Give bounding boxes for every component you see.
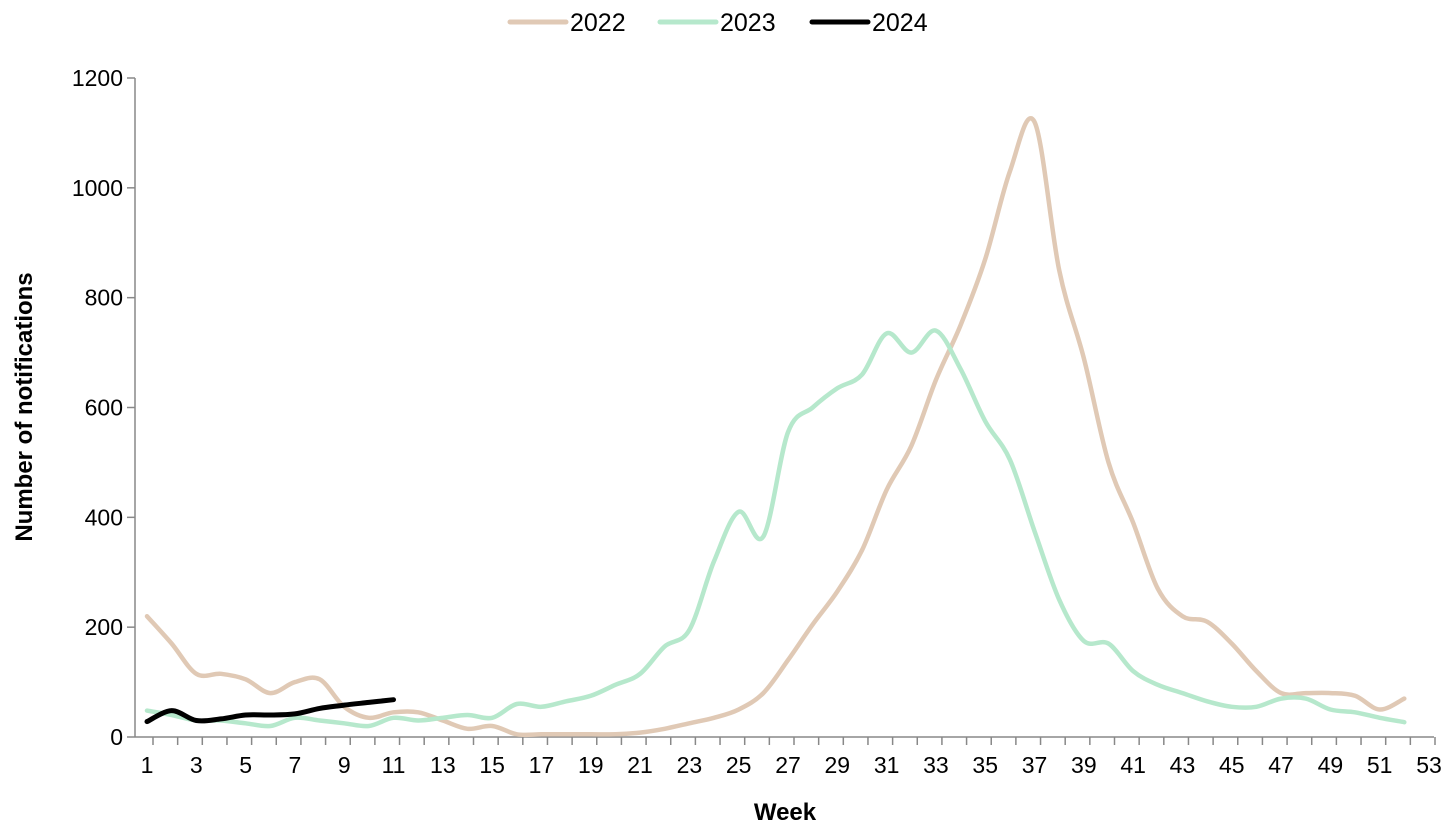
y-tick-label: 1200 [72, 65, 123, 91]
y-tick-label: 1000 [72, 175, 123, 201]
x-tick-label: 25 [726, 752, 752, 778]
x-tick-label: 5 [239, 752, 252, 778]
x-tick-label: 15 [479, 752, 505, 778]
x-tick-label: 13 [430, 752, 456, 778]
y-axis: 0 200 400 600 800 1000 1200 [72, 65, 136, 750]
x-tick-label: 49 [1318, 752, 1344, 778]
x-tick-label: 35 [972, 752, 998, 778]
series-line-2022 [144, 116, 1407, 738]
legend-label-2022: 2022 [570, 9, 626, 37]
y-axis-title: Number of notifications [11, 272, 38, 541]
x-tick-label: 39 [1071, 752, 1097, 778]
x-tick-label: 51 [1367, 752, 1393, 778]
x-tick-label: 43 [1170, 752, 1196, 778]
x-tick-label: 17 [529, 752, 555, 778]
legend-label-2024: 2024 [872, 9, 928, 37]
x-tick-label: 23 [677, 752, 703, 778]
legend-label-2023: 2023 [720, 9, 776, 37]
series-layer [144, 116, 1407, 738]
x-tick-label: 27 [775, 752, 801, 778]
y-tick-label: 600 [85, 395, 123, 421]
x-tick-label: 33 [923, 752, 949, 778]
x-tick-label: 41 [1120, 752, 1146, 778]
series-line-2024 [144, 697, 396, 725]
x-tick-label: 11 [382, 752, 406, 778]
y-tick-label: 400 [85, 504, 123, 530]
x-tick-label: 3 [190, 752, 203, 778]
x-tick-label: 47 [1268, 752, 1294, 778]
x-tick-label: 19 [578, 752, 604, 778]
x-tick-label: 7 [289, 752, 302, 778]
x-tick-label: 45 [1219, 752, 1245, 778]
x-tick-label: 53 [1416, 752, 1442, 778]
y-tick-label: 0 [110, 724, 123, 750]
x-tick-label: 31 [874, 752, 900, 778]
x-tick-label: 37 [1022, 752, 1048, 778]
y-tick-label: 800 [85, 285, 123, 311]
x-tick-label: 9 [338, 752, 351, 778]
series-line-2023 [144, 328, 1407, 729]
x-tick-label: 1 [141, 752, 154, 778]
legend: 2022 2023 2024 [507, 9, 928, 37]
x-tick-label: 29 [825, 752, 851, 778]
y-tick-label: 200 [85, 614, 123, 640]
x-axis: 1 3 5 7 9 11 13 15 17 19 21 23 25 27 29 31 33 35 37 39 41 43 4… [135, 736, 1442, 778]
x-tick-label: 21 [627, 752, 653, 778]
x-axis-title: Week [754, 799, 817, 826]
